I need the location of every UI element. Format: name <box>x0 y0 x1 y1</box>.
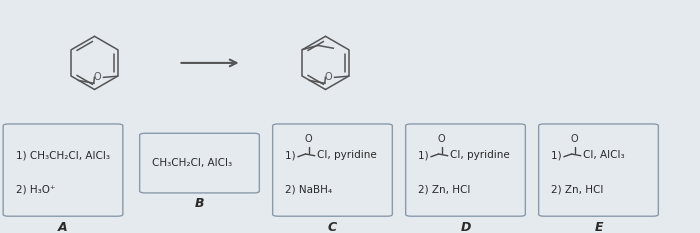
Text: 1) CH₃CH₂Cl, AlCl₃: 1) CH₃CH₂Cl, AlCl₃ <box>15 150 110 160</box>
Text: D: D <box>461 221 470 233</box>
Text: O: O <box>305 134 313 144</box>
Text: 2) Zn, HCl: 2) Zn, HCl <box>552 185 603 195</box>
Text: O: O <box>438 134 446 144</box>
Text: O: O <box>571 134 579 144</box>
FancyBboxPatch shape <box>3 124 123 216</box>
Text: 2) NaBH₄: 2) NaBH₄ <box>286 185 332 195</box>
Text: Cl, pyridine: Cl, pyridine <box>317 150 377 160</box>
Text: A: A <box>58 221 68 233</box>
Text: Cl, AlCl₃: Cl, AlCl₃ <box>583 150 624 160</box>
Text: O: O <box>94 72 102 82</box>
Text: C: C <box>328 221 337 233</box>
Text: 2) H₃O⁺: 2) H₃O⁺ <box>15 185 55 195</box>
FancyBboxPatch shape <box>406 124 525 216</box>
Text: 2) Zn, HCl: 2) Zn, HCl <box>419 185 470 195</box>
Text: CH₃CH₂Cl, AlCl₃: CH₃CH₂Cl, AlCl₃ <box>152 158 232 168</box>
Text: E: E <box>594 221 603 233</box>
FancyBboxPatch shape <box>272 124 392 216</box>
Text: 1): 1) <box>419 150 432 160</box>
Text: 1): 1) <box>552 150 565 160</box>
Text: B: B <box>195 197 204 210</box>
FancyBboxPatch shape <box>539 124 658 216</box>
Text: O: O <box>325 72 332 82</box>
FancyBboxPatch shape <box>139 133 259 193</box>
Text: 1): 1) <box>286 150 299 160</box>
Text: Cl, pyridine: Cl, pyridine <box>450 150 510 160</box>
